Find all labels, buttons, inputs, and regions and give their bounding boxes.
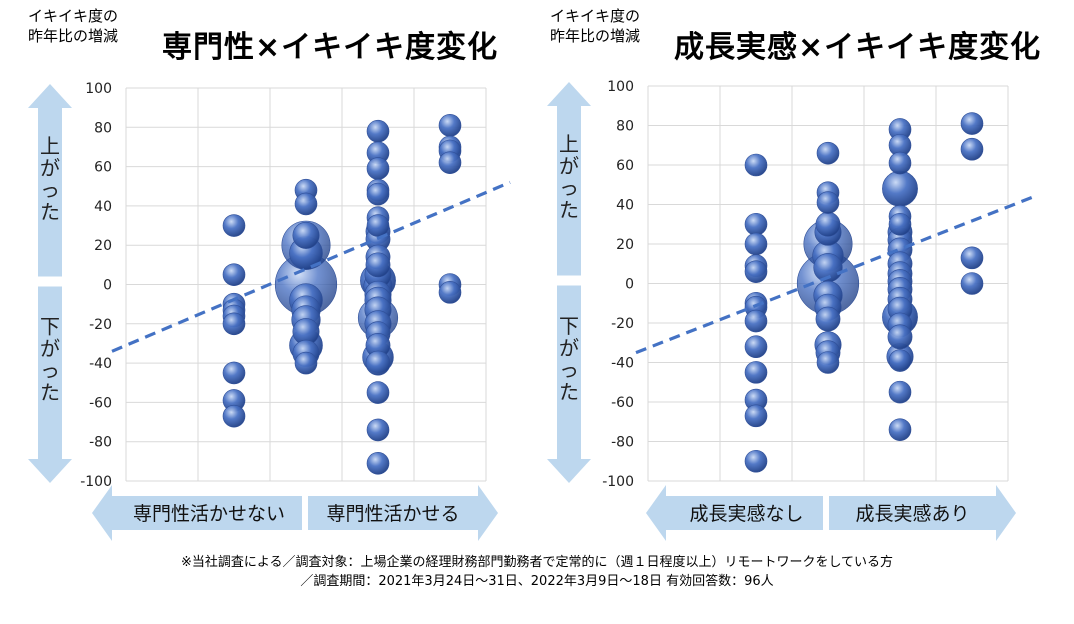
- bubble-point: [888, 418, 912, 441]
- y-tick-label: -60: [89, 395, 112, 411]
- bubble-point: [366, 119, 390, 143]
- y-tick-label: 80: [94, 120, 112, 136]
- y-tick-label: -20: [89, 317, 112, 333]
- arrow-left: [92, 485, 302, 541]
- bubble-point: [744, 153, 768, 177]
- y-tick-label: 80: [616, 119, 634, 135]
- arrow-down: [28, 286, 72, 483]
- y-tick-label: -100: [80, 474, 112, 490]
- bubble-point: [744, 232, 768, 256]
- arrow-right: [829, 485, 1016, 541]
- x-arrow-left-label: 成長実感なし: [689, 503, 803, 525]
- scatter-chart-right: 100 80 60 40 20 0 -20 -40 -60 -80 -100 上がった下がった成長実感…: [547, 79, 1035, 541]
- y-tick-label: 40: [616, 198, 634, 214]
- bubble-point: [222, 312, 246, 336]
- bubble-point: [816, 351, 840, 374]
- bubble-point: [744, 212, 768, 236]
- bubble-point: [888, 349, 912, 372]
- bubble-point: [960, 137, 984, 161]
- bubble-point: [960, 246, 984, 270]
- bubble-point: [960, 112, 984, 135]
- footnote: ※当社調査による／調査対象：上場企業の経理財務部門勤務者で定常的に（週１日程度以…: [0, 553, 1074, 591]
- bubble-point: [366, 418, 390, 442]
- bubble-point: [294, 192, 318, 216]
- bubble-point: [816, 141, 840, 165]
- bubble-point: [815, 211, 841, 237]
- bubble-point: [744, 335, 768, 359]
- bubble-point: [438, 151, 462, 174]
- y-tick-label: 60: [616, 158, 634, 174]
- bubble-point: [222, 214, 246, 237]
- y-axis-title-text: イキイキ度の 昨年比の増減: [549, 7, 640, 45]
- bubble-point: [887, 324, 913, 350]
- x-arrow-right-label: 専門性活かせる: [326, 503, 459, 525]
- y-axis-title-text: イキイキ度の 昨年比の増減: [27, 7, 118, 45]
- scatter-chart-left: 100 80 60 40 20 0 -20 -40 -60 -80 -100 上がった下がった専門性活…: [28, 81, 511, 541]
- y-tick-label: 40: [94, 199, 112, 215]
- y-tick-label: -40: [611, 356, 634, 372]
- y-tick-label: 0: [103, 278, 112, 294]
- bubble-point: [744, 404, 768, 428]
- arrow-right: [308, 485, 498, 541]
- y-tick-label: -80: [611, 435, 634, 451]
- y-arrow-down-label: 下がった: [40, 315, 60, 405]
- y-tick-label: 0: [625, 277, 634, 293]
- bubble-point: [438, 281, 462, 304]
- footnote-line-2: ／調査期間：2021年3月24日〜31日、2022年3月9日〜18日 有効回答数…: [300, 574, 774, 589]
- y-arrow-up-label: 上がった: [40, 134, 60, 224]
- bubble-point: [882, 170, 918, 207]
- chart-panel-right: イキイキ度の 昨年比の増減 成長実感×イキイキ度変化 100 80 60 40 20 0 -2…: [530, 0, 1074, 541]
- y-tick-label: -100: [602, 474, 634, 490]
- bubble-point: [294, 351, 318, 375]
- y-tick-label: -20: [611, 316, 634, 332]
- bubble-point: [366, 157, 390, 180]
- arrow-down: [547, 285, 591, 483]
- footnote-line-1: ※当社調査による／調査対象：上場企業の経理財務部門勤務者で定常的に（週１日程度以…: [180, 555, 894, 570]
- bubble-point: [815, 306, 841, 332]
- y-tick-label: 60: [94, 160, 112, 176]
- arrow-left: [646, 485, 823, 541]
- bubble-point: [292, 221, 320, 249]
- chart-panel-left: イキイキ度の 昨年比の増減 専門性×イキイキ度変化 100 80 60 40 20 0 -20…: [0, 0, 530, 541]
- bubble-point: [744, 260, 768, 283]
- bubble-point: [888, 380, 912, 404]
- y-tick-label: 20: [616, 237, 634, 253]
- x-arrow-right-label: 成長実感あり: [855, 503, 969, 525]
- bubble-point: [744, 449, 768, 473]
- y-tick-label: -60: [611, 395, 634, 411]
- bubble-point: [744, 309, 768, 333]
- y-tick-label: 100: [607, 79, 634, 95]
- arrow-up: [547, 82, 591, 276]
- trend-line: [111, 180, 511, 353]
- bubble-point: [366, 214, 390, 237]
- bubble-point: [365, 252, 391, 278]
- bubble-point: [366, 381, 390, 404]
- y-tick-label: 100: [85, 81, 112, 97]
- bubble-point: [365, 350, 391, 376]
- y-tick-label: -40: [89, 356, 112, 372]
- bubble-point: [888, 151, 912, 175]
- y-arrow-down-label: 下がった: [559, 314, 579, 404]
- bubble-point: [366, 452, 390, 475]
- y-tick-label: 20: [94, 238, 112, 254]
- bubble-point: [888, 212, 912, 236]
- y-tick-label: -80: [89, 435, 112, 451]
- bubble-point: [960, 272, 984, 295]
- y-axis-title: イキイキ度の 昨年比の増減: [530, 6, 660, 46]
- x-arrow-left-label: 専門性活かせない: [133, 503, 285, 525]
- chart-title: 専門性×イキイキ度変化: [162, 30, 499, 65]
- bubble-point: [366, 182, 390, 206]
- y-axis-title: イキイキ度の 昨年比の増減: [8, 6, 138, 46]
- bubble-point: [222, 263, 246, 286]
- arrow-up: [28, 84, 72, 277]
- bubble-point: [222, 404, 246, 428]
- bubble-point: [222, 361, 246, 385]
- chart-title: 成長実感×イキイキ度変化: [674, 30, 1042, 65]
- y-arrow-up-label: 上がった: [559, 132, 579, 222]
- bubble-point: [816, 191, 840, 214]
- bubble-point: [438, 114, 462, 137]
- bubble-point: [744, 361, 768, 384]
